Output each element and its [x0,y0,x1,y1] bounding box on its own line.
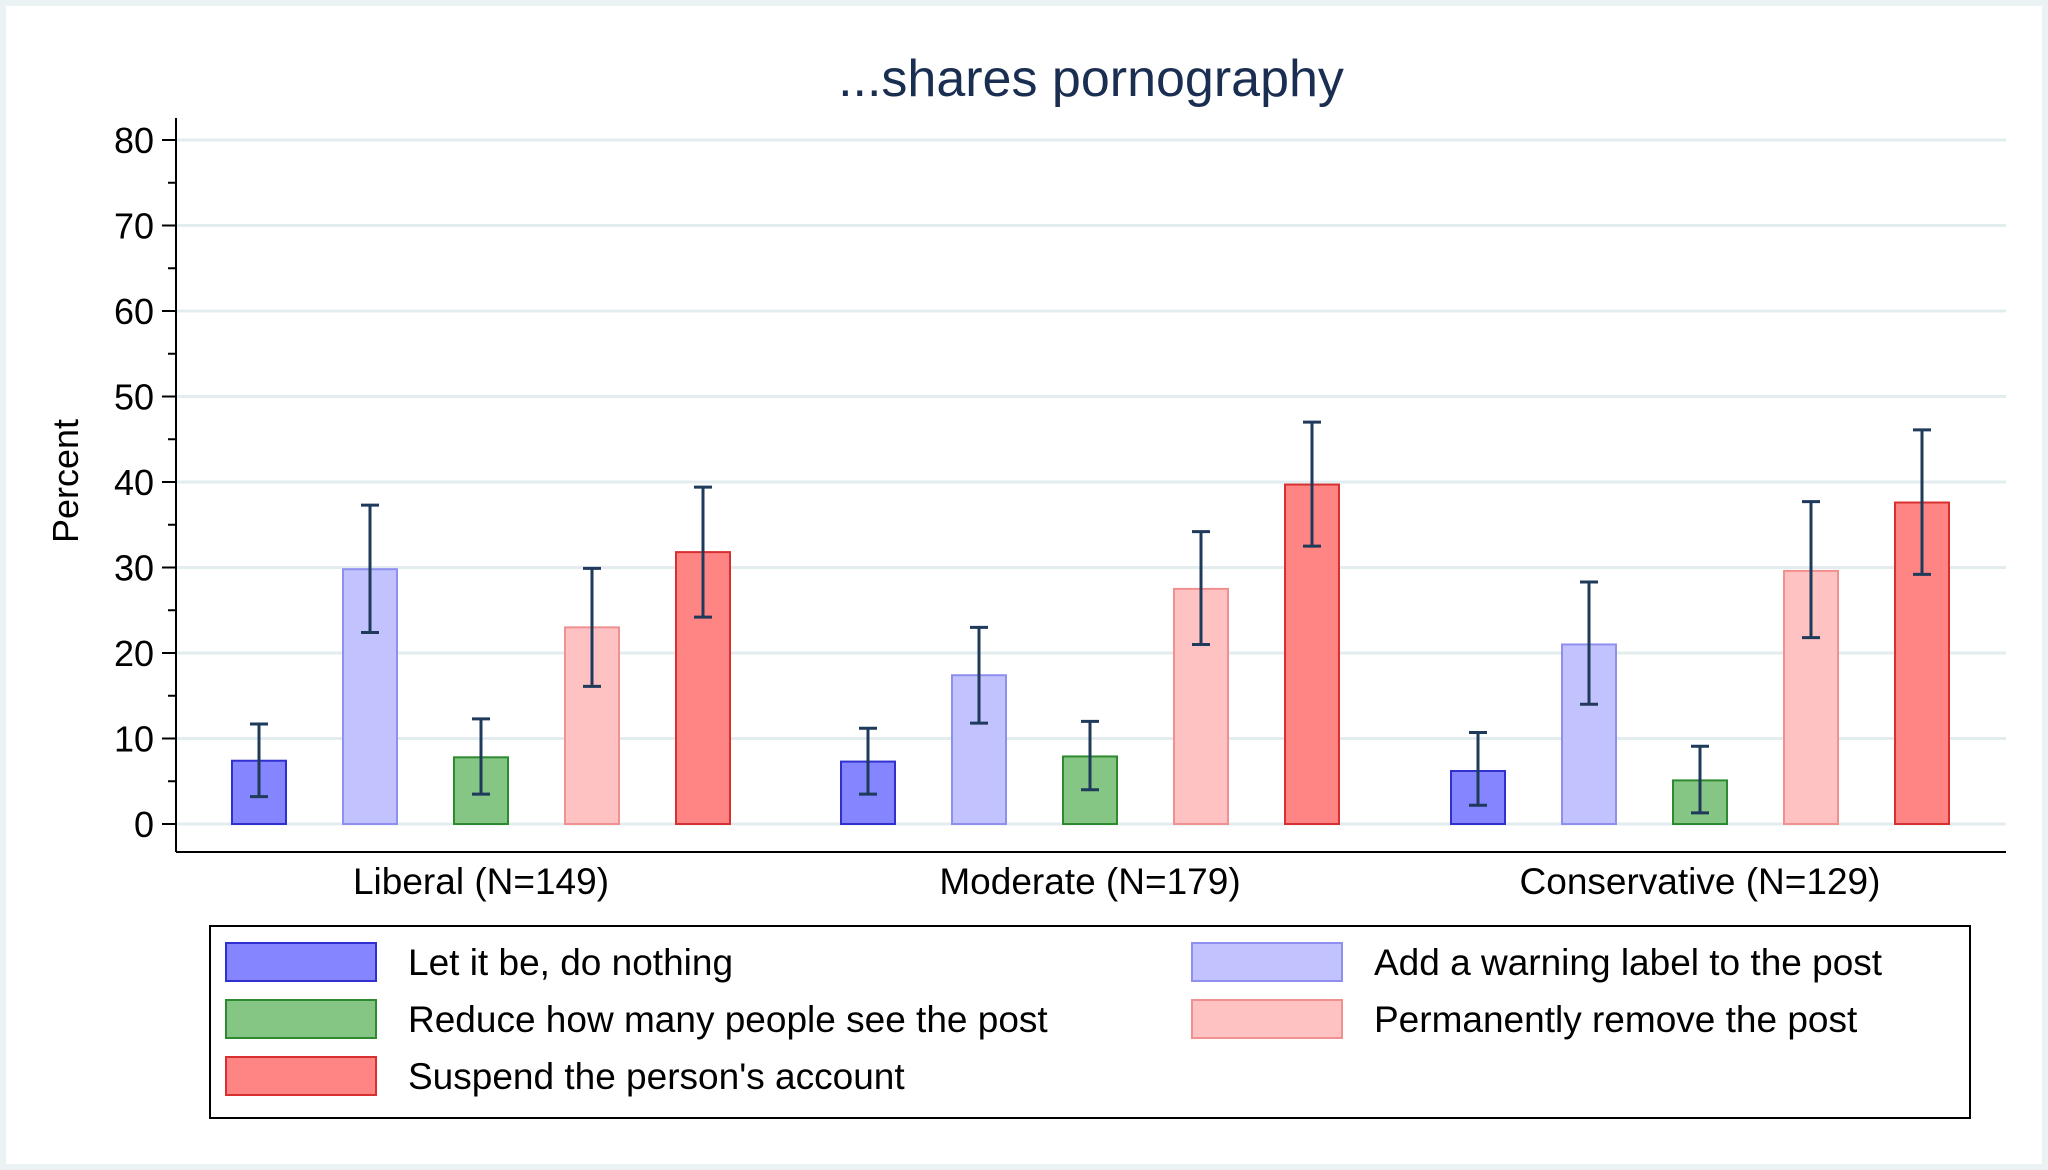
error-bar [361,503,379,634]
y-tick-label: 20 [114,633,154,674]
bar-chart: ...shares pornography Percent 0 10 20 30 40 5… [45,50,2006,1119]
legend-label: Suspend the person's account [408,1056,905,1097]
error-bars [250,420,1931,815]
error-bar [250,722,268,799]
error-bar [1691,744,1709,815]
bar [1783,569,1839,825]
legend-item: Let it be, do nothing [225,942,733,983]
error-bar [859,726,877,796]
axes [175,118,2006,853]
error-bar [583,566,601,688]
error-bar [1469,731,1487,807]
bar [1561,643,1617,826]
y-axis-label: Percent [45,419,86,543]
chart-frame: ...shares pornography Percent 0 10 20 30 40 5… [6,6,2042,1164]
legend-label: Add a warning label to the post [1374,942,1883,983]
error-bar [970,625,988,725]
legend-swatch [225,1056,377,1096]
error-bar [1081,719,1099,792]
legend-item: Permanently remove the post [1191,999,1858,1040]
error-bar [694,485,712,619]
x-axis-categories: Liberal (N=149) Moderate (N=179) Conservat… [353,861,1880,902]
x-category-label: Moderate (N=179) [939,861,1240,902]
legend-label: Reduce how many people see the post [408,999,1048,1040]
y-axis-ticks: 0 10 20 30 40 50 60 70 80 [114,120,176,845]
error-bar [472,717,490,796]
legend-label: Permanently remove the post [1374,999,1858,1040]
legend-item: Suspend the person's account [225,1056,905,1097]
legend-label: Let it be, do nothing [408,942,733,983]
chart-title: ...shares pornography [838,50,1344,108]
x-category-label: Liberal (N=149) [353,861,609,902]
y-tick-label: 10 [114,719,154,760]
legend-swatch [1191,999,1343,1039]
legend-box [209,925,1971,1119]
y-tick-label: 40 [114,462,154,503]
legend: Let it be, do nothing Add a warning label… [209,925,1971,1119]
y-tick-label: 80 [114,120,154,161]
y-tick-label: 0 [134,804,154,845]
legend-swatch [1191,942,1343,982]
y-tick-label: 70 [114,206,154,247]
legend-swatch [225,999,377,1039]
legend-item: Reduce how many people see the post [225,999,1048,1040]
error-bar [1802,500,1820,640]
error-bar [1303,420,1321,548]
y-tick-label: 60 [114,291,154,332]
y-tick-label: 30 [114,548,154,589]
error-bar [1192,530,1210,646]
error-bar [1913,428,1931,576]
y-tick-label: 50 [114,377,154,418]
error-bar [1580,580,1598,706]
legend-item: Add a warning label to the post [1191,942,1883,983]
x-category-label: Conservative (N=129) [1520,861,1881,902]
legend-swatch [225,942,377,982]
bars [231,483,1950,826]
